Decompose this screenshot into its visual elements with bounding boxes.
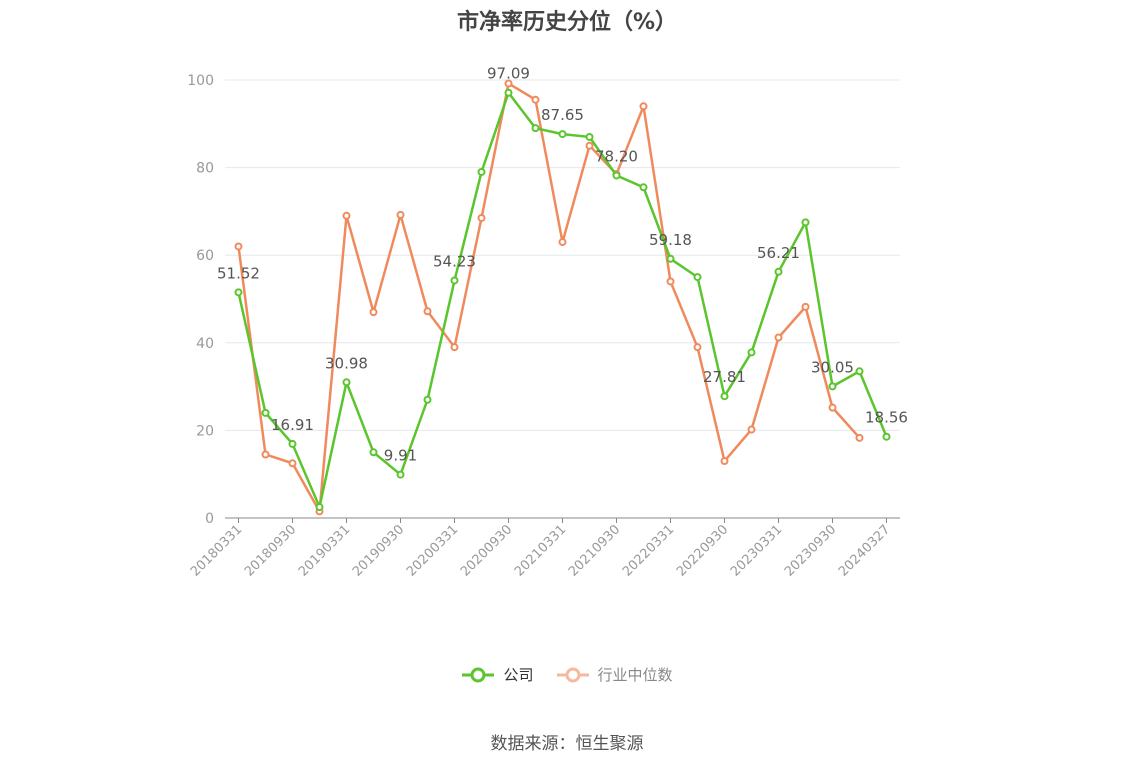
data-label: 59.18 <box>649 231 692 249</box>
y-tick-label: 40 <box>196 336 214 352</box>
industry-point <box>531 95 540 104</box>
company-point <box>369 448 378 457</box>
y-tick-label: 0 <box>205 511 214 527</box>
data-label: 51.52 <box>217 264 260 282</box>
data-label: 97.09 <box>487 65 530 83</box>
industry-median-line <box>237 82 861 513</box>
company-point <box>774 267 783 276</box>
industry-point <box>558 238 567 247</box>
series-lines <box>234 79 891 516</box>
company-point <box>801 218 810 227</box>
industry-point <box>504 79 513 88</box>
legend-company-icon <box>462 667 495 682</box>
industry-point <box>396 210 405 219</box>
company-point <box>855 367 864 376</box>
company-point <box>720 392 729 401</box>
company-point <box>504 88 513 97</box>
industry-point <box>720 457 729 466</box>
industry-point <box>774 333 783 342</box>
legend-industry-icon <box>556 667 589 682</box>
industry-point <box>477 213 486 222</box>
industry-point <box>423 307 432 316</box>
company-point <box>531 124 540 133</box>
x-tick-label: 20220331 <box>620 522 677 579</box>
y-tick-label: 80 <box>196 161 214 177</box>
industry-point <box>342 211 351 220</box>
data-label: 78.20 <box>595 147 638 165</box>
company-point <box>477 167 486 176</box>
legend-item-industry-median[interactable]: 行业中位数 <box>556 664 673 685</box>
industry-point <box>288 459 297 468</box>
industry-point <box>855 433 864 442</box>
x-tick-label: 20180930 <box>242 522 299 579</box>
x-tick-label: 20230331 <box>728 522 785 579</box>
y-tick-label: 20 <box>196 423 214 439</box>
industry-point <box>234 242 243 251</box>
company-point <box>666 254 675 263</box>
company-point <box>261 408 270 417</box>
data-label: 54.23 <box>433 252 476 270</box>
data-label: 56.21 <box>757 244 800 262</box>
data-label: 16.91 <box>271 416 314 434</box>
x-tick-label: 20230930 <box>782 522 839 579</box>
company-point <box>612 171 621 180</box>
chart-title: 市净率历史分位（%） <box>456 10 678 35</box>
legend-company-label: 公司 <box>503 666 534 684</box>
industry-point <box>639 102 648 111</box>
industry-point <box>747 425 756 434</box>
x-tick-label: 20180331 <box>188 522 245 579</box>
data-label: 9.91 <box>384 447 417 465</box>
company-point <box>288 439 297 448</box>
data-label: 30.98 <box>325 354 368 372</box>
company-point <box>450 276 459 285</box>
company-point <box>396 470 405 479</box>
x-tick-label: 20190331 <box>296 522 353 579</box>
data-labels: 51.52 16.91 30.98 9.91 54.23 97.09 87.65 78.20 5… <box>217 65 908 465</box>
company-point <box>234 288 243 297</box>
industry-point <box>801 302 810 311</box>
data-label: 18.56 <box>865 409 908 427</box>
legend-item-company[interactable]: 公司 <box>461 664 534 685</box>
company-point <box>693 273 702 282</box>
company-point <box>828 382 837 391</box>
data-source: 数据来源：恒生聚源 <box>490 734 644 754</box>
data-label: 27.81 <box>703 368 746 386</box>
industry-point <box>828 403 837 412</box>
company-point <box>882 432 891 441</box>
company-point <box>585 132 594 141</box>
company-point <box>747 348 756 357</box>
x-tick-label: 20190930 <box>350 522 407 579</box>
company-line <box>237 91 888 509</box>
line-chart: 0 20 40 60 80 100 2018033120180930201903312019… <box>187 65 908 580</box>
y-tick-label: 100 <box>187 73 214 89</box>
data-label: 30.05 <box>811 358 854 376</box>
data-label: 87.65 <box>541 106 584 124</box>
company-point <box>315 503 324 512</box>
x-tick-label: 20210930 <box>566 522 623 579</box>
industry-point <box>261 450 270 459</box>
company-point <box>423 395 432 404</box>
x-tick-label: 20210331 <box>512 522 569 579</box>
x-tick-label: 20200331 <box>404 522 461 579</box>
industry-point <box>450 343 459 352</box>
industry-point <box>693 343 702 352</box>
legend: 公司 行业中位数 <box>0 664 1134 685</box>
industry-point <box>369 308 378 317</box>
x-tick-label: 20220930 <box>674 522 731 579</box>
industry-point <box>666 277 675 286</box>
company-point <box>342 378 351 387</box>
x-tick-label: 20200930 <box>458 522 515 579</box>
company-point <box>639 183 648 192</box>
industry-point <box>585 141 594 150</box>
company-point <box>558 130 567 139</box>
legend-industry-label: 行业中位数 <box>597 666 673 684</box>
x-tick-label: 20240327 <box>836 522 893 579</box>
y-tick-label: 60 <box>196 248 214 264</box>
